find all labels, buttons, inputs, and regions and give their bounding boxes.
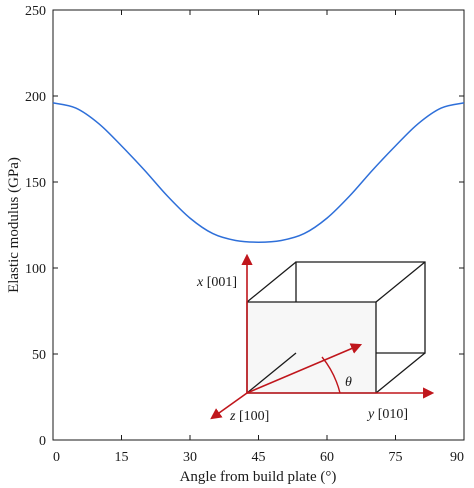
z-direction-label: z [100] bbox=[229, 409, 269, 424]
x-tick-label: 60 bbox=[320, 450, 334, 465]
z-direction-arrow bbox=[210, 392, 248, 420]
x-tick-label: 30 bbox=[183, 450, 197, 465]
x-tick-label: 45 bbox=[252, 450, 266, 465]
y-tick-label: 0 bbox=[39, 434, 46, 449]
box-edge bbox=[246, 261, 297, 303]
series-line-elastic-modulus bbox=[52, 102, 465, 243]
x-axis-ticks: 0 15 30 45 60 75 90 bbox=[52, 10, 465, 465]
box-edge bbox=[375, 261, 426, 303]
angle-arc bbox=[321, 356, 341, 394]
build-direction-arrow bbox=[246, 343, 363, 394]
x-tick-label: 75 bbox=[389, 450, 403, 465]
y-axis-ticks: 0 50 100 150 200 250 bbox=[25, 4, 464, 449]
y-direction-label: y [010] bbox=[366, 407, 408, 422]
y-tick-label: 50 bbox=[32, 348, 46, 363]
box-edge bbox=[375, 352, 426, 394]
x-tick-label: 15 bbox=[115, 450, 129, 465]
series-layer bbox=[52, 102, 465, 243]
y-tick-label: 100 bbox=[25, 262, 46, 277]
box-front-face bbox=[246, 301, 377, 394]
orientation-inset: x [001] y [010] z [100] θ bbox=[196, 253, 435, 424]
x-direction-label: x [001] bbox=[196, 275, 237, 290]
x-axis-title: Angle from build plate (°) bbox=[180, 469, 337, 485]
y-tick-label: 150 bbox=[25, 176, 46, 191]
y-tick-label: 250 bbox=[25, 4, 46, 19]
box-edge bbox=[246, 352, 297, 394]
x-tick-label: 90 bbox=[450, 450, 464, 465]
y-tick-label: 200 bbox=[25, 90, 46, 105]
angle-theta-label: θ bbox=[345, 375, 352, 390]
x-tick-label: 0 bbox=[53, 450, 60, 465]
y-axis-title: Elastic modulus (GPa) bbox=[6, 157, 22, 293]
